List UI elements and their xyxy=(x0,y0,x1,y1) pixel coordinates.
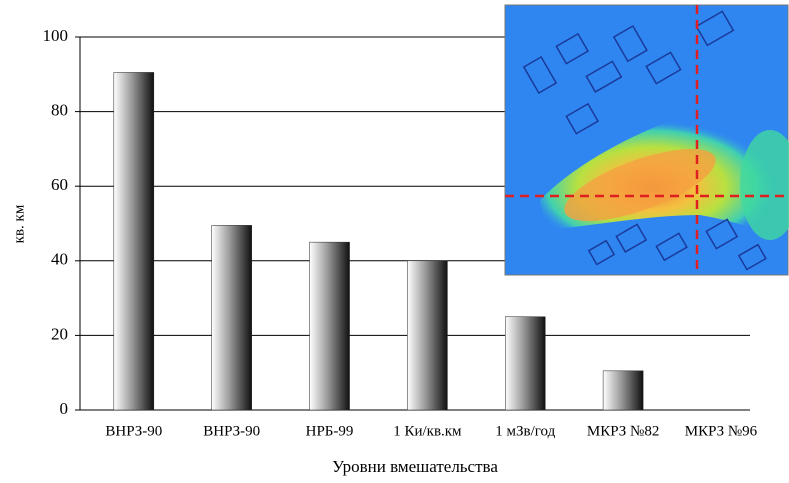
x-tick-label: МКРЗ №82 xyxy=(587,423,659,439)
y-tick-label: 0 xyxy=(60,399,69,418)
bar xyxy=(505,316,546,411)
y-tick-label: 60 xyxy=(51,175,68,194)
x-tick-label: ВНРЗ-90 xyxy=(105,423,162,439)
y-axis-label: кв. км xyxy=(11,204,27,243)
bar xyxy=(113,72,155,411)
bar xyxy=(602,370,644,411)
x-tick-label: МКРЗ №96 xyxy=(685,423,758,439)
bar xyxy=(211,225,252,411)
bar xyxy=(407,260,448,411)
x-tick-label: 1 Ки/кв.км xyxy=(393,423,462,439)
map-buildings xyxy=(522,10,767,271)
x-tick-label: ВНРЗ-90 xyxy=(203,423,260,439)
y-tick-label: 100 xyxy=(43,26,69,45)
x-tick-label: НРБ-99 xyxy=(306,423,354,439)
map-core xyxy=(564,148,716,222)
y-tick-label: 40 xyxy=(51,250,68,269)
y-tick-label: 20 xyxy=(51,324,68,343)
y-tick-label: 80 xyxy=(51,101,68,120)
x-tick-label: 1 мЗв/год xyxy=(495,423,555,439)
inset-map xyxy=(504,4,789,276)
x-axis-label: Уровни вмешательства xyxy=(332,457,498,476)
bar xyxy=(309,241,350,411)
map-edge xyxy=(740,130,789,240)
